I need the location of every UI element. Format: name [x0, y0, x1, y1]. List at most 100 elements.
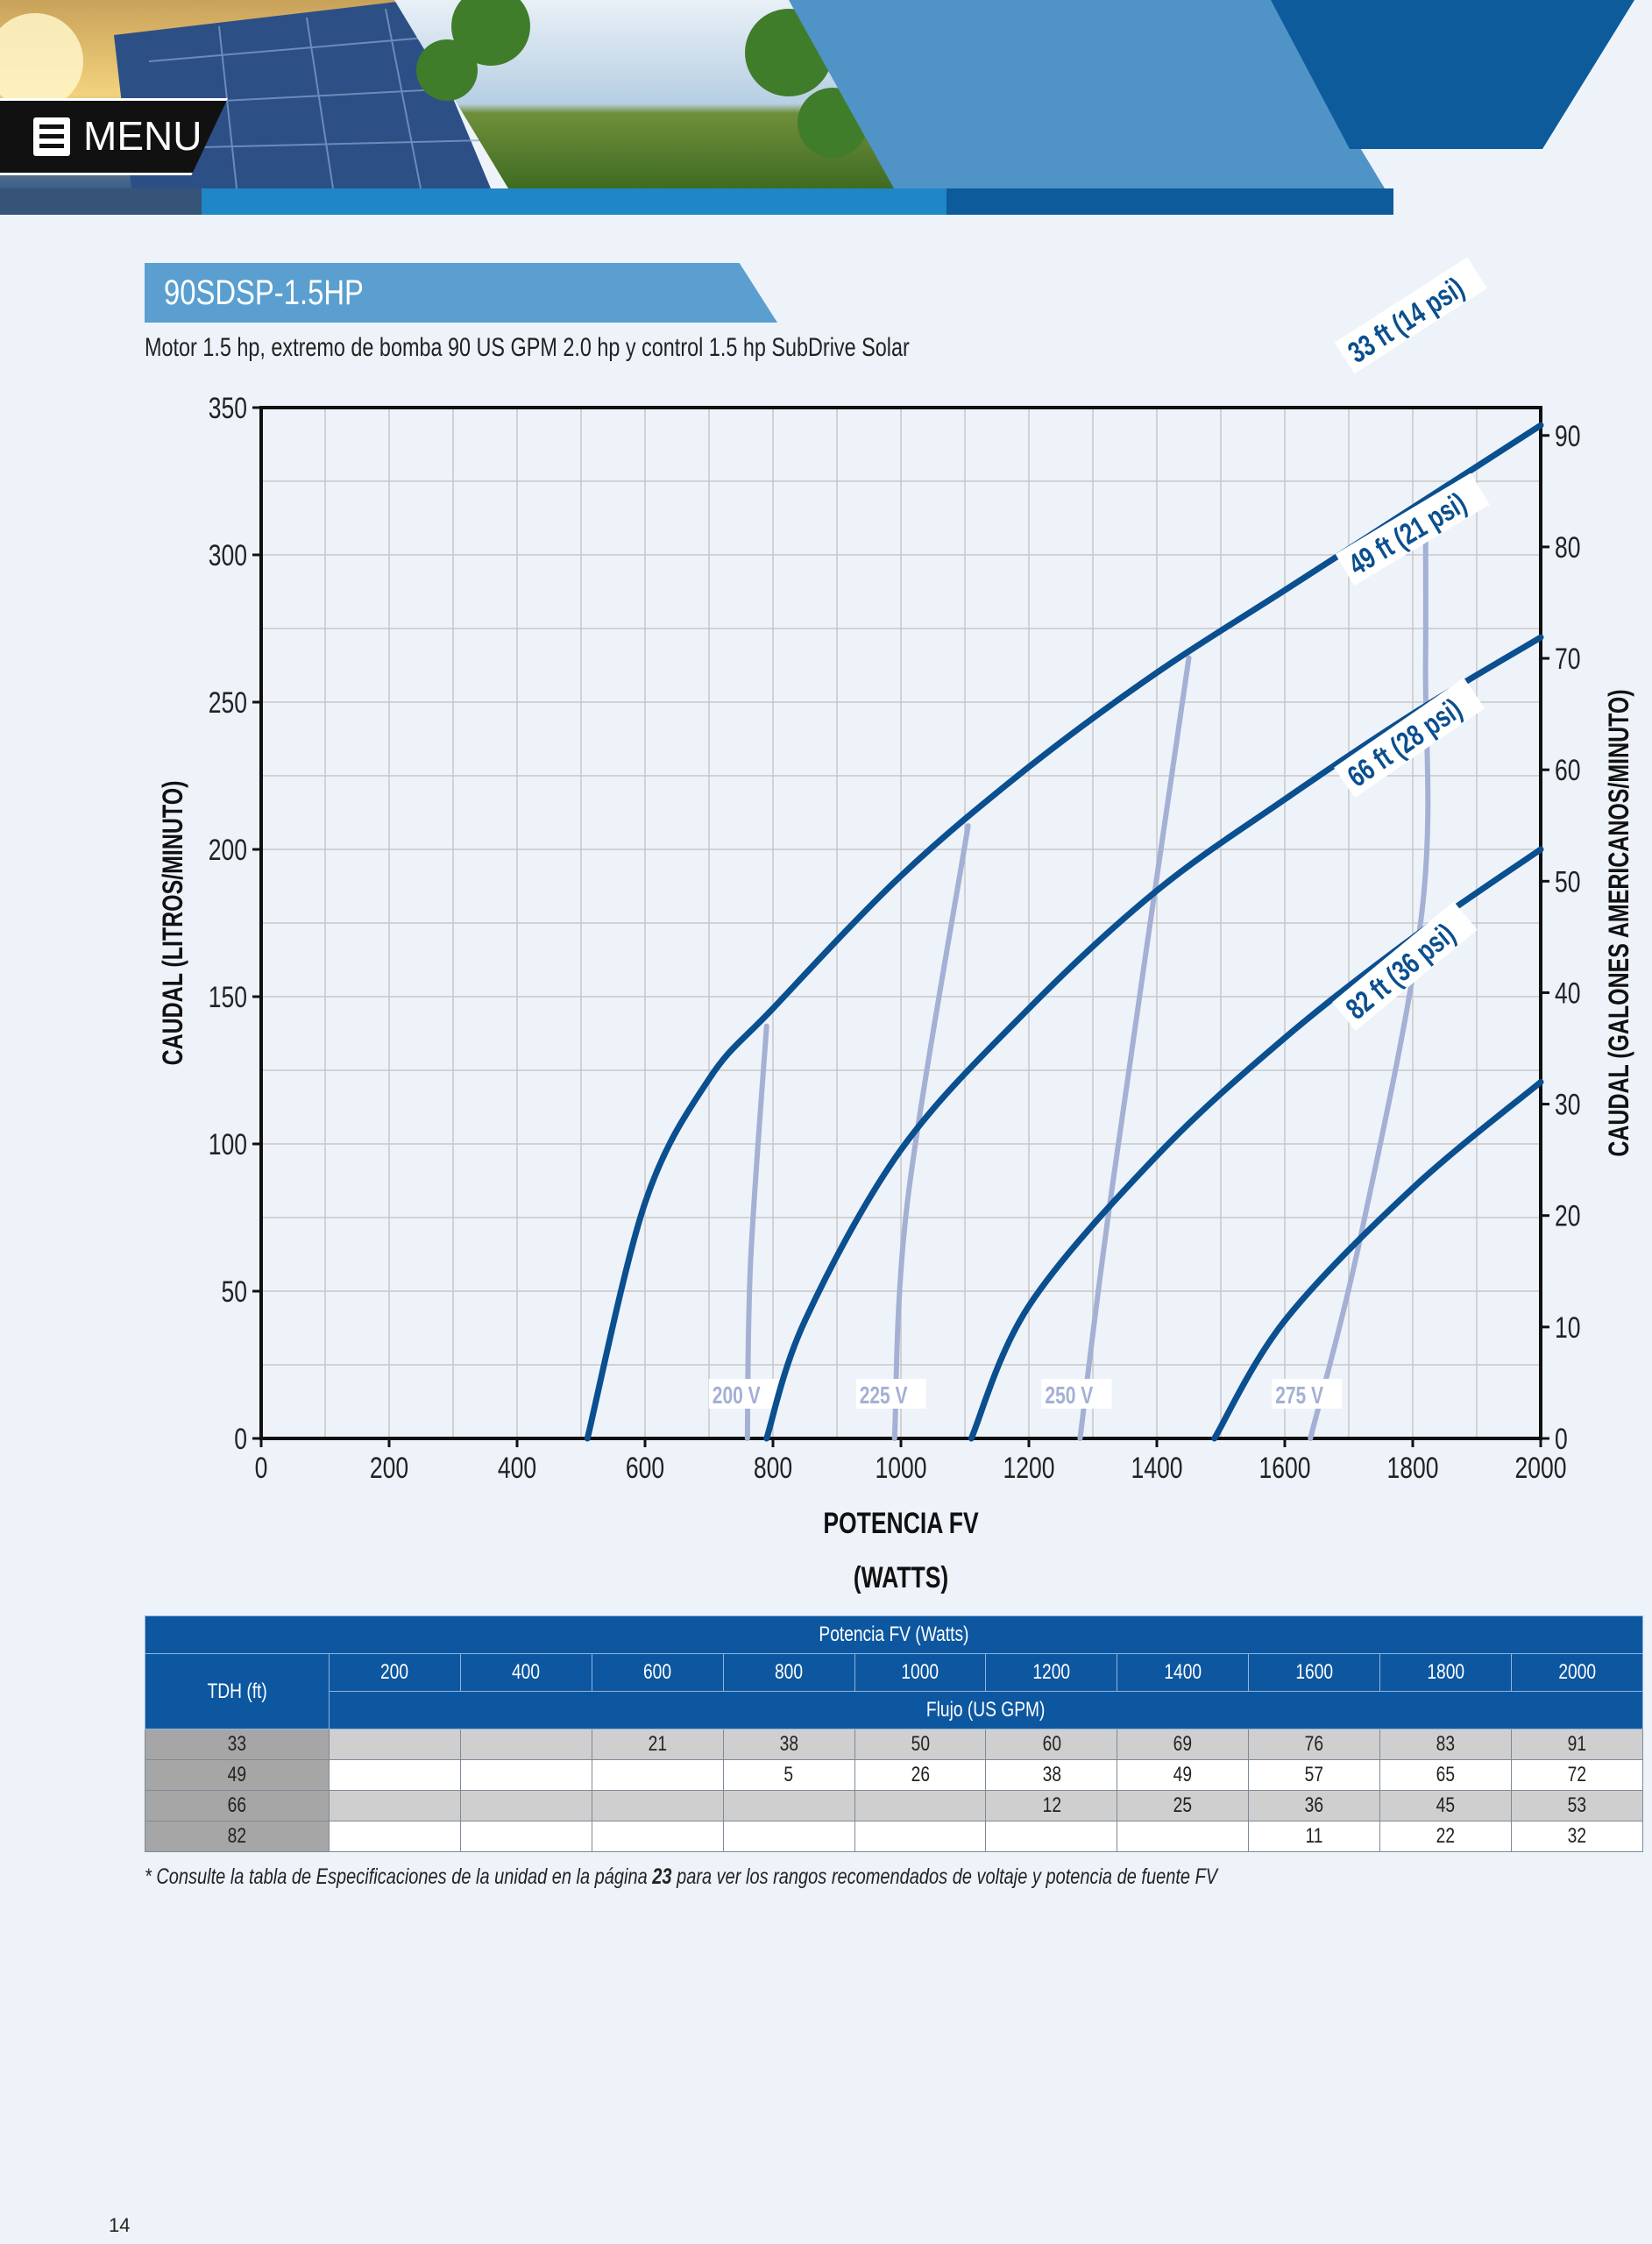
head-curve: [584, 422, 1544, 1442]
flow-value: 32: [1567, 1824, 1587, 1848]
page-number: 14: [109, 2214, 131, 2236]
flow-cell: [591, 1790, 724, 1821]
flow-value: 38: [1042, 1763, 1061, 1786]
y-right-tick-label: 50: [1555, 865, 1581, 898]
head-curve-label-bg: [1334, 257, 1487, 374]
voltage-label: 250 V: [1045, 1382, 1093, 1410]
y-left-tick-label: 200: [209, 834, 247, 867]
table-row: 66 12 25 36 45 53: [145, 1790, 1643, 1821]
head-curve: [763, 634, 1544, 1442]
y-left-axis-label: CAUDAL (LITROS/MINUTO): [158, 781, 189, 1066]
column-header-label: 1400: [1164, 1660, 1202, 1684]
flow-value: 21: [648, 1732, 667, 1756]
voltage-line: [1077, 655, 1192, 1441]
menu-button-background: [0, 98, 228, 175]
flow-cell: [459, 1729, 592, 1760]
flow-cell: 22: [1379, 1821, 1513, 1852]
y-right-tick-label: 80: [1555, 531, 1581, 565]
header-banner: [0, 0, 1652, 215]
flow-value: 11: [1305, 1824, 1323, 1848]
x-tick-label: 0: [255, 1452, 268, 1485]
table-title: Potencia FV (Watts): [819, 1623, 969, 1646]
flow-cell: [722, 1821, 855, 1852]
flow-cell: [459, 1790, 592, 1821]
tdh-cell: 33: [145, 1729, 330, 1760]
x-tick-label: 1600: [1259, 1452, 1311, 1485]
table-column-header: 1200: [985, 1653, 1118, 1692]
flow-value: 76: [1304, 1732, 1324, 1756]
head-curve-label-group: 33 ft (14 psi): [1334, 257, 1487, 374]
table-column-header: 400: [459, 1653, 592, 1692]
menu-label: MENU: [83, 113, 202, 159]
flow-value: 69: [1173, 1732, 1193, 1756]
flow-value: 72: [1567, 1763, 1587, 1786]
flow-cell: 50: [854, 1729, 987, 1760]
column-header-label: 1000: [901, 1660, 939, 1684]
table-row: 82 11 22 32: [145, 1821, 1643, 1852]
table-row: 49 5 26 38 49 57 65 72: [145, 1759, 1643, 1791]
flow-cell: 53: [1511, 1790, 1643, 1821]
table-row: 33 21 38 50 60 69 76 83 91: [145, 1729, 1643, 1760]
voltage-label: 225 V: [860, 1382, 908, 1410]
flow-cell: 60: [985, 1729, 1118, 1760]
table-column-header: 1600: [1248, 1653, 1381, 1692]
y-left-tick-label: 0: [234, 1423, 247, 1456]
flow-cell: [1117, 1821, 1250, 1852]
tdh-value: 33: [227, 1732, 247, 1756]
table-column-header: 2000: [1511, 1653, 1643, 1692]
voltage-label-bg: [855, 1379, 926, 1409]
footnote: * Consulte la tabla de Especificaciones …: [145, 1864, 1217, 1890]
table-column-header: 1000: [854, 1653, 987, 1692]
y-right-tick-label: 10: [1555, 1311, 1581, 1345]
flow-cell: 49: [1117, 1759, 1250, 1791]
y-left-tick-label: 100: [209, 1128, 247, 1161]
flow-cell: [854, 1821, 987, 1852]
table-column-header: 1400: [1117, 1653, 1250, 1692]
flow-value: 60: [1042, 1732, 1061, 1756]
flow-cell: 38: [722, 1729, 855, 1760]
flow-cell: 65: [1379, 1759, 1513, 1791]
flow-cell: [459, 1759, 592, 1791]
column-header-label: 800: [775, 1660, 804, 1684]
tdh-value: 49: [227, 1763, 247, 1786]
tdh-cell: 66: [145, 1790, 330, 1821]
flow-cell: [329, 1729, 461, 1760]
head-curve-label: 33 ft (14 psi): [1343, 272, 1470, 370]
y-left-tick-label: 50: [221, 1275, 247, 1309]
tdh-header: TDH (ft): [207, 1679, 267, 1703]
column-header-label: 1200: [1032, 1660, 1071, 1684]
y-left-tick-label: 350: [209, 392, 247, 425]
voltage-label: 200 V: [713, 1382, 761, 1410]
column-header-label: 600: [643, 1660, 672, 1684]
menu-button[interactable]: MENU: [0, 98, 228, 175]
footnote-page-link[interactable]: 23: [652, 1864, 672, 1889]
y-left-tick-label: 250: [209, 686, 247, 720]
column-header-label: 400: [512, 1660, 541, 1684]
x-tick-label: 2000: [1515, 1452, 1567, 1485]
voltage-label-bg: [708, 1379, 779, 1409]
flow-value: 36: [1304, 1793, 1324, 1817]
pump-performance-chart: 0 200 400 600 800 1000 1200 1400 1600 1800 2000050…: [158, 257, 1635, 1594]
y-right-tick-label: 70: [1555, 643, 1581, 676]
flow-cell: 57: [1248, 1759, 1381, 1791]
section-title: 90SDSP-1.5HP: [164, 273, 364, 312]
flow-cell: [591, 1821, 724, 1852]
y-right-tick-label: 60: [1555, 754, 1581, 787]
flow-value: 38: [779, 1732, 798, 1756]
voltage-label-bg: [1041, 1379, 1112, 1409]
y-right-tick-label: 90: [1555, 420, 1581, 453]
flow-cell: [459, 1821, 592, 1852]
flow-cell: [329, 1759, 461, 1791]
flow-value: 45: [1436, 1793, 1456, 1817]
column-header-label: 1800: [1427, 1660, 1464, 1684]
x-tick-label: 1400: [1131, 1452, 1183, 1485]
head-curve-label-bg: [1334, 678, 1485, 799]
table-column-header: 200: [329, 1653, 461, 1692]
head-curve-label-bg: [1332, 901, 1478, 1031]
table-title-row: Potencia FV (Watts): [145, 1616, 1643, 1654]
x-tick-label: 1800: [1387, 1452, 1439, 1485]
voltage-label: 275 V: [1275, 1382, 1323, 1410]
voltage-line: [744, 1023, 769, 1441]
tdh-value: 82: [227, 1824, 247, 1848]
tdh-value: 66: [227, 1793, 247, 1817]
